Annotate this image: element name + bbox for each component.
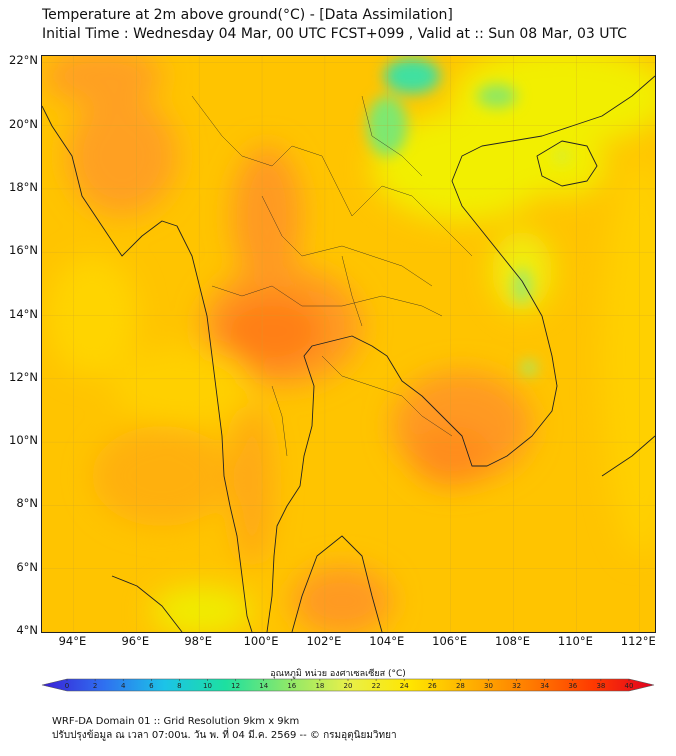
latitude-label: 14°N [9, 306, 38, 321]
longitude-label: 96°E [121, 634, 150, 648]
latitude-label: 4°N [16, 623, 38, 637]
latitude-label: 18°N [9, 179, 38, 194]
warm-area [412, 426, 492, 486]
colorbar-tick-label: 6 [149, 682, 154, 690]
colorbar-tick-label: 26 [428, 682, 437, 690]
latitude-label: 12°N [9, 369, 38, 384]
border-line [361, 95, 423, 177]
borneo-coast [601, 435, 655, 477]
cold-area [512, 268, 532, 304]
thailand-gulf-coast [266, 75, 655, 632]
longitude-label: 112°E [620, 634, 656, 648]
cold-area [384, 58, 440, 94]
colorbar-tick-label: 40 [625, 682, 634, 690]
longitude-label: 94°E [58, 634, 87, 648]
longitude-label: 102°E [306, 634, 342, 648]
longitude-label: 100°E [243, 634, 279, 648]
colorbar-tick-label: 2 [93, 682, 97, 690]
title-line-2: Initial Time : Wednesday 04 Mar, 00 UTC … [42, 26, 627, 42]
title-line-1: Temperature at 2m above ground(°C) - [Da… [42, 7, 453, 23]
border-line [261, 195, 433, 287]
graticule [42, 56, 655, 632]
colorbar-tick-label: 36 [568, 682, 577, 690]
border-line [321, 355, 453, 437]
longitude-label: 106°E [432, 634, 468, 648]
longitude-label: 110°E [557, 634, 593, 648]
longitude-label: 98°E [184, 634, 212, 648]
colorbar-tick-label: 12 [231, 682, 240, 690]
hot-area [232, 146, 302, 286]
cold-area [521, 360, 537, 376]
border-line [271, 385, 288, 457]
cool-area [152, 586, 252, 632]
colorbar-tick-label: 4 [121, 682, 126, 690]
warm-area [232, 406, 272, 566]
footer: WRF-DA Domain 01 :: Grid Resolution 9km … [52, 715, 397, 743]
colorbar-tick-label: 34 [540, 682, 549, 690]
colorbar-tick-label: 8 [177, 682, 181, 690]
cool-area [602, 156, 655, 556]
border-line [341, 255, 363, 327]
warm-area [67, 96, 177, 216]
latitude-label: 22°N [9, 53, 38, 68]
warm-area [292, 566, 392, 632]
colorbar-tick-label: 20 [344, 682, 353, 690]
chart-title: Temperature at 2m above ground(°C) - [Da… [42, 6, 627, 44]
latitude-label: 6°N [16, 559, 38, 574]
colorbar-tick-label: 32 [512, 682, 521, 690]
hot-area [222, 296, 322, 366]
colorbar-tick-label: 16 [287, 682, 296, 690]
cold-highlands [367, 58, 570, 376]
cool-area [47, 256, 137, 376]
cool-area [112, 346, 252, 426]
colorbar-tick-label: 30 [484, 682, 493, 690]
cold-area [554, 148, 570, 164]
cool-area [372, 111, 552, 221]
footer-line-2: ปรับปรุงข้อมูล ณ เวลา 07:00น. วัน พ. ที่… [52, 730, 397, 741]
warm-area [42, 56, 162, 106]
myanmar-coast [42, 105, 253, 632]
colorbar-tick-label: 0 [65, 682, 69, 690]
colorbar-title: อุณหภูมิ หน่วย องศาเซลเซียส (°C) [270, 669, 406, 679]
colorbar-tick-label: 24 [400, 682, 409, 690]
latitude-label: 20°N [9, 116, 38, 131]
latitude-label: 8°N [16, 496, 38, 511]
colorbar-tick-label: 22 [372, 682, 381, 690]
footer-line-1: WRF-DA Domain 01 :: Grid Resolution 9km … [52, 716, 300, 727]
longitude-label: 108°E [495, 634, 531, 648]
coastlines [42, 75, 655, 632]
border-line [191, 95, 473, 257]
hainan-coast [536, 140, 598, 187]
colorbar: 0 2 4 6 8 10 12 14 16 18 20 22 24 26 28 30 32 34 36 38 40 [41, 678, 655, 692]
warm-area [92, 426, 232, 526]
cool-area [517, 136, 607, 196]
colorbar-tick-label: 38 [596, 682, 605, 690]
colorbar-ticks: 0 2 4 6 8 10 12 14 16 18 20 22 24 26 28 30 32 34 36 38 40 [65, 679, 634, 690]
sumatra-coast [111, 575, 183, 632]
temperature-map[interactable] [41, 55, 656, 633]
colorbar-tick-label: 10 [203, 682, 212, 690]
latitude-label: 10°N [9, 433, 38, 448]
cold-area [367, 96, 407, 156]
colorbar-tick-label: 28 [456, 682, 465, 690]
colorbar-tick-label: 18 [315, 682, 324, 690]
peninsula-east-coast [291, 535, 383, 632]
longitude-label: 104°E [369, 634, 405, 648]
border-line [211, 285, 443, 317]
map-canvas [42, 56, 655, 632]
cold-area [477, 84, 517, 108]
borders [191, 95, 473, 457]
colorbar-tick-label: 14 [259, 682, 268, 690]
latitude-label: 16°N [9, 243, 38, 258]
